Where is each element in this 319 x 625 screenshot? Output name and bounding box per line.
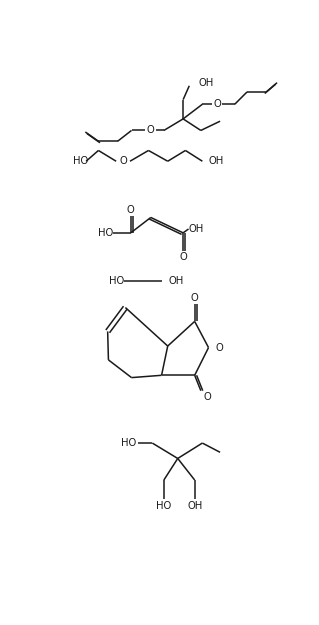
Text: O: O	[191, 293, 198, 303]
Text: OH: OH	[198, 78, 214, 88]
Text: HO: HO	[108, 276, 124, 286]
Text: OH: OH	[209, 156, 224, 166]
Text: O: O	[127, 205, 135, 215]
Text: HO: HO	[156, 501, 172, 511]
Text: OH: OH	[187, 501, 202, 511]
Text: OH: OH	[189, 224, 204, 234]
Text: O: O	[215, 342, 223, 352]
Text: O: O	[204, 392, 212, 402]
Text: O: O	[179, 252, 187, 262]
Text: OH: OH	[168, 276, 184, 286]
Text: O: O	[213, 99, 221, 109]
Text: HO: HO	[98, 228, 113, 238]
Text: O: O	[147, 126, 155, 136]
Text: HO: HO	[121, 438, 136, 448]
Text: HO: HO	[73, 156, 88, 166]
Text: O: O	[119, 156, 127, 166]
